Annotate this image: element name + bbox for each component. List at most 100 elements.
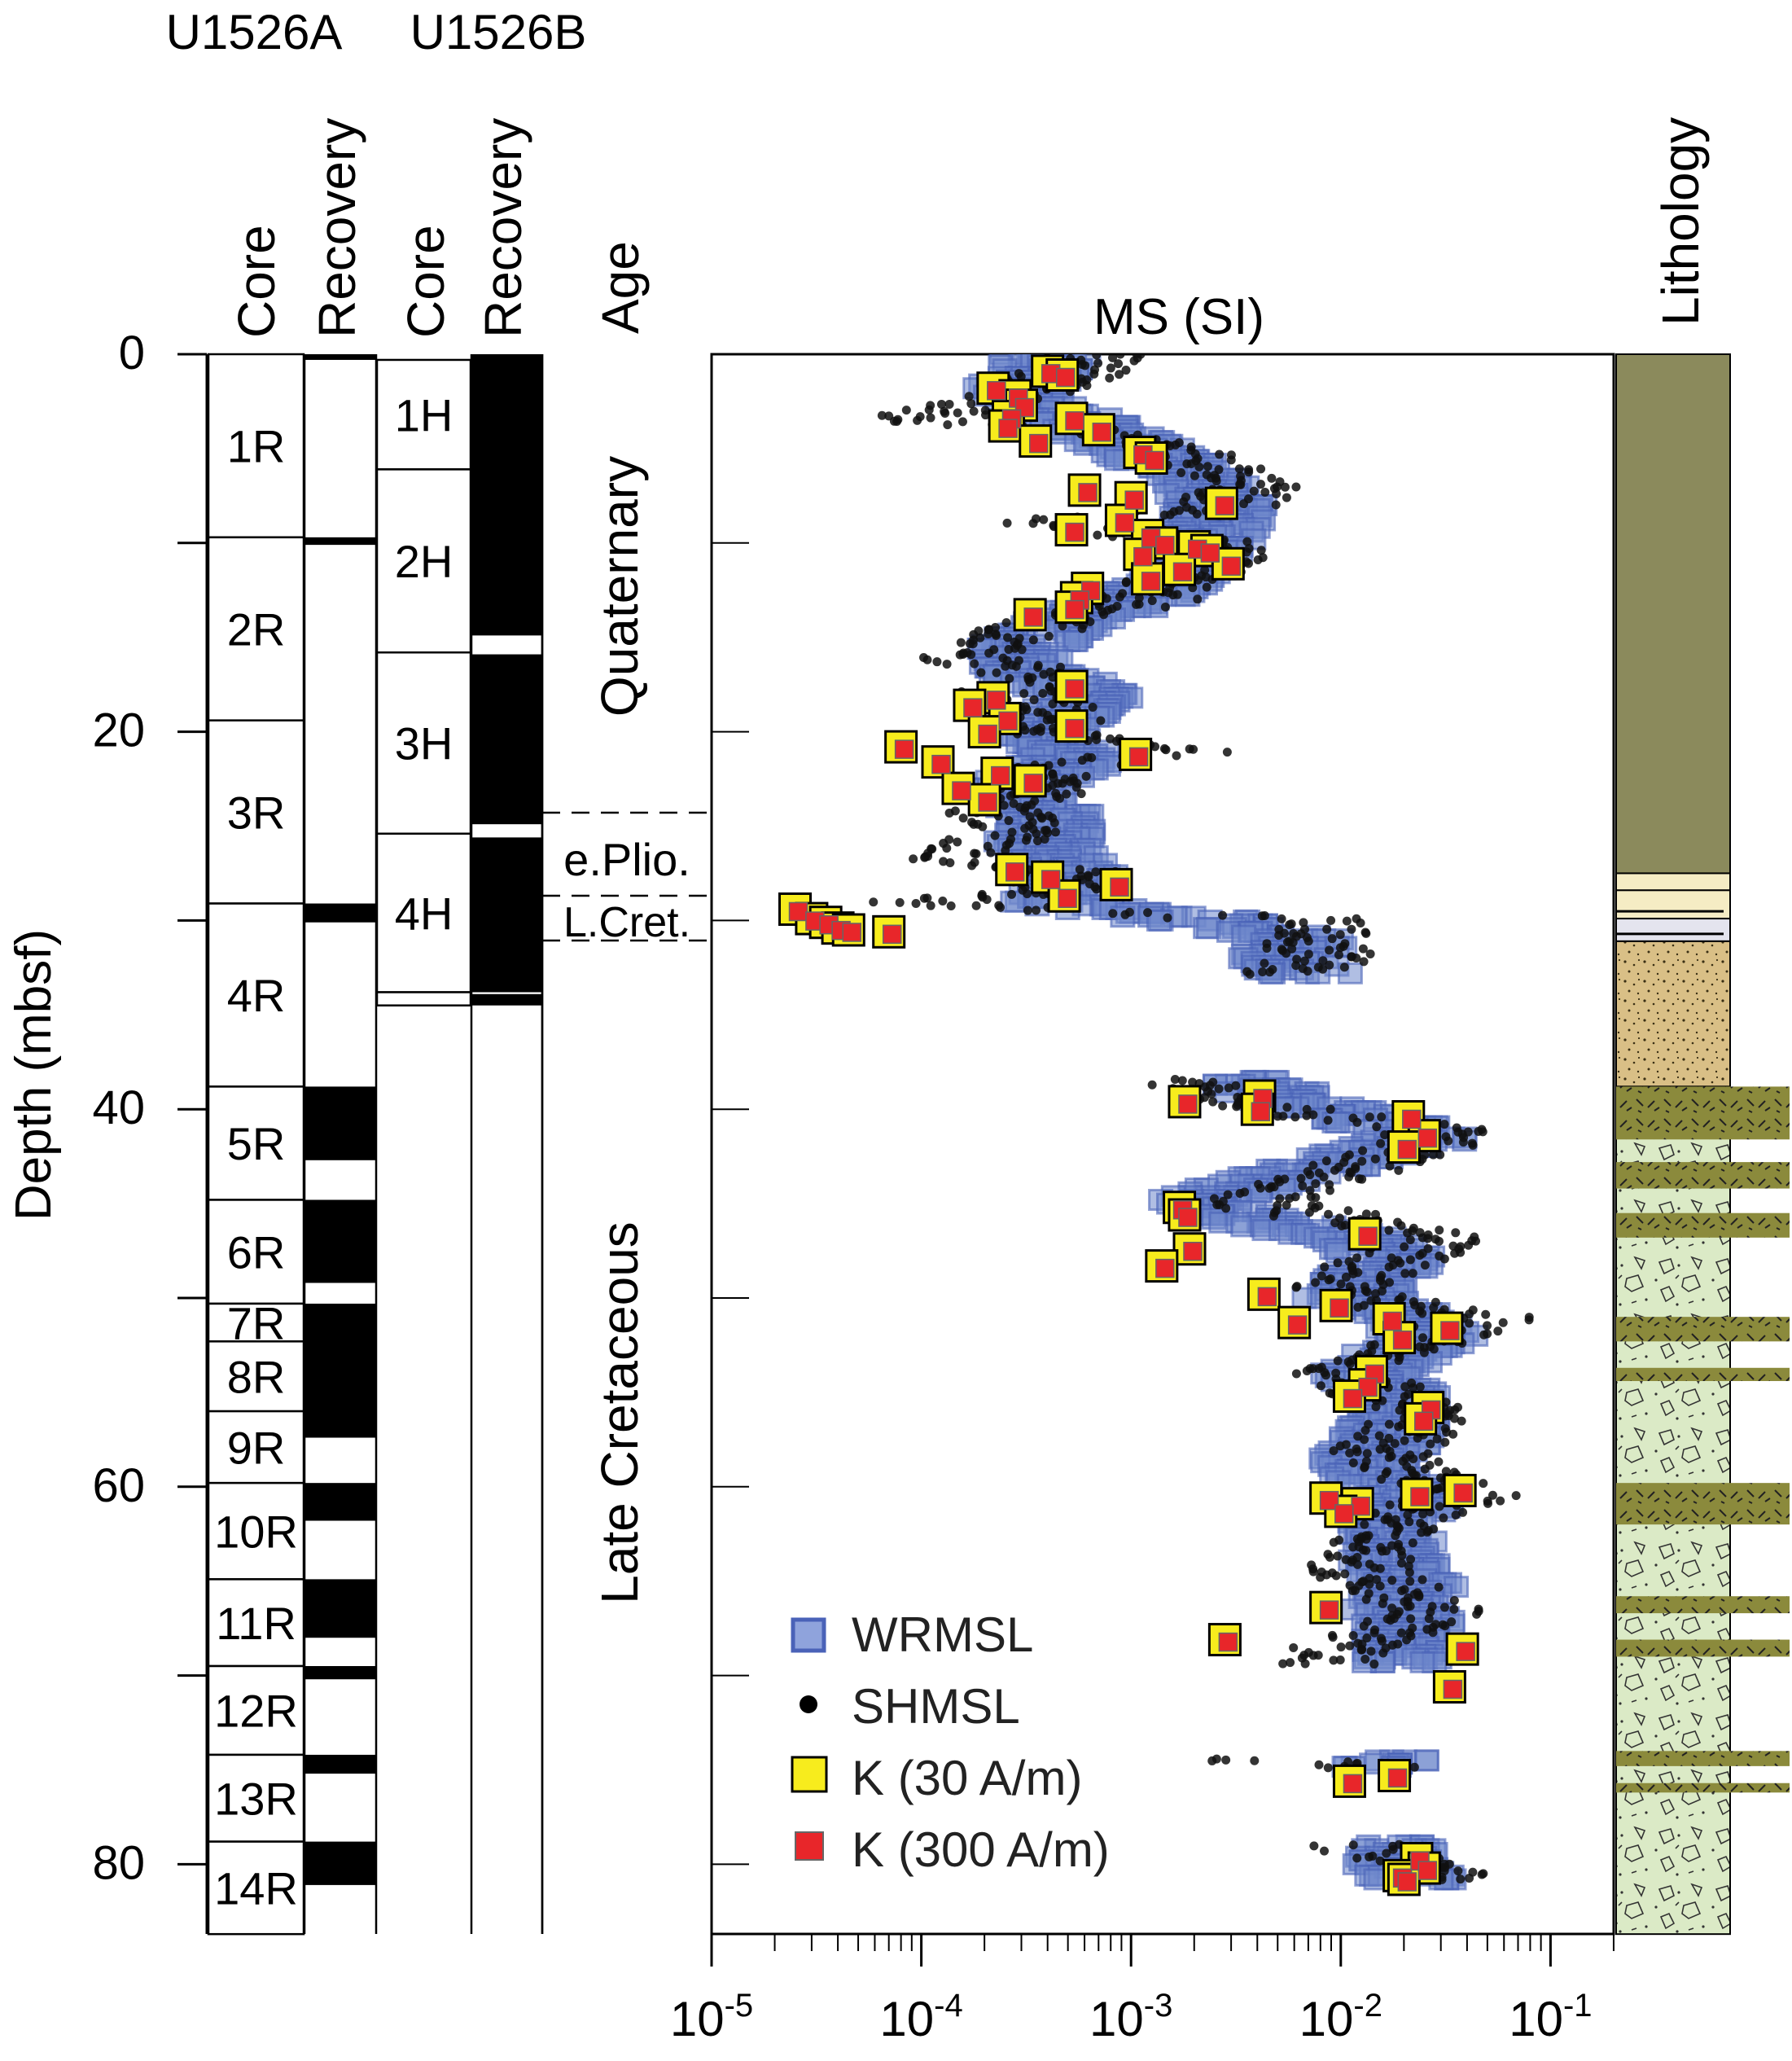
shmsl-point xyxy=(971,849,981,858)
shmsl-point xyxy=(1376,1138,1386,1148)
shmsl-point xyxy=(1369,1660,1379,1669)
shmsl-point xyxy=(1357,1156,1367,1166)
shmsl-point xyxy=(1347,924,1356,934)
shmsl-point xyxy=(1405,1601,1415,1611)
k300-point xyxy=(882,924,902,945)
shmsl-point xyxy=(1330,1165,1339,1175)
shmsl-point xyxy=(1357,1645,1367,1655)
shmsl-point xyxy=(1319,1173,1329,1182)
shmsl-point xyxy=(1302,932,1312,942)
shmsl-point xyxy=(1400,1242,1409,1252)
shmsl-point xyxy=(1341,1272,1351,1282)
shmsl-point xyxy=(1405,1235,1415,1245)
shmsl-point xyxy=(1330,1218,1340,1228)
shmsl-point xyxy=(1415,1382,1425,1392)
shmsl-point xyxy=(1023,906,1032,915)
shmsl-point xyxy=(1409,1383,1418,1392)
shmsl-point xyxy=(1115,354,1125,359)
shmsl-point xyxy=(943,420,953,430)
shmsl-point xyxy=(1371,1289,1381,1299)
shmsl-point xyxy=(1342,916,1352,926)
shmsl-point xyxy=(1305,1170,1315,1180)
shmsl-point xyxy=(1340,1221,1350,1230)
shmsl-point xyxy=(1076,789,1086,799)
shmsl-point xyxy=(1403,1510,1413,1519)
shmsl-point xyxy=(1029,695,1039,704)
shmsl-point xyxy=(1147,1080,1157,1090)
shmsl-point xyxy=(1093,530,1102,540)
shmsl-point xyxy=(955,650,965,660)
core-a-header: Core xyxy=(227,225,286,338)
shmsl-point xyxy=(1385,1500,1395,1510)
shmsl-point xyxy=(1075,865,1084,875)
shmsl-point xyxy=(1365,1852,1374,1861)
shmsl-point xyxy=(1451,1228,1461,1238)
shmsl-point xyxy=(1405,1576,1415,1586)
shmsl-point xyxy=(1212,1199,1222,1209)
shmsl-point xyxy=(1396,1221,1406,1230)
core-box xyxy=(207,1753,305,1843)
shmsl-point xyxy=(1483,1321,1492,1331)
shmsl-point xyxy=(926,901,935,910)
shmsl-point xyxy=(942,844,952,853)
k300-point xyxy=(1257,1287,1277,1307)
lithology-olive-band xyxy=(1616,1751,1790,1766)
shmsl-point xyxy=(1384,1262,1394,1272)
shmsl-point xyxy=(1439,1254,1449,1264)
lithology-olive-band xyxy=(1616,1317,1790,1342)
shmsl-point xyxy=(1077,756,1087,765)
depth-tick-label: 20 xyxy=(92,704,145,757)
shmsl-point xyxy=(1360,1654,1370,1664)
k300-point xyxy=(1443,1679,1463,1699)
k300-point xyxy=(1178,1208,1198,1227)
k300-point xyxy=(1330,1298,1349,1318)
shmsl-point xyxy=(1291,482,1301,492)
k300-point xyxy=(894,739,914,759)
ms-title: MS (SI) xyxy=(1093,289,1264,345)
shmsl-point xyxy=(1449,1414,1459,1423)
k300-point xyxy=(1092,422,1112,442)
shmsl-point xyxy=(1007,827,1017,837)
shmsl-point xyxy=(1077,360,1087,370)
k300-point xyxy=(998,711,1018,731)
shmsl-point xyxy=(1062,789,1071,799)
shmsl-point xyxy=(1207,1756,1217,1765)
shmsl-point xyxy=(1434,1457,1444,1467)
shmsl-point xyxy=(1479,1479,1488,1489)
shmsl-point xyxy=(922,655,932,664)
legend-marker-k300 xyxy=(795,1831,824,1861)
ms-axis-ticks: 10-5 10-4 10-3 10-2 10-1 xyxy=(670,1934,1615,2046)
shmsl-point xyxy=(1267,473,1277,483)
shmsl-point xyxy=(1472,1609,1482,1619)
k300-point xyxy=(1172,562,1193,582)
shmsl-point xyxy=(1397,1291,1407,1301)
shmsl-point xyxy=(1340,1569,1350,1579)
shmsl-point xyxy=(1132,599,1141,609)
shmsl-point xyxy=(1306,1192,1316,1202)
shmsl-point xyxy=(1055,794,1065,804)
shmsl-point xyxy=(976,668,986,677)
shmsl-point xyxy=(1327,1630,1337,1640)
k300-point xyxy=(1392,1330,1413,1350)
k300-point xyxy=(1078,483,1098,502)
shmsl-point xyxy=(1255,1183,1265,1193)
shmsl-point xyxy=(1231,1081,1241,1090)
k300-point xyxy=(1287,1315,1308,1335)
shmsl-point xyxy=(1291,961,1301,971)
shmsl-point xyxy=(1244,467,1254,477)
shmsl-point xyxy=(1428,1628,1438,1638)
shmsl-point xyxy=(1311,1278,1321,1287)
shmsl-point xyxy=(969,406,979,416)
ms-tick-label: 10-2 xyxy=(1299,1988,1382,2046)
shmsl-point xyxy=(1285,1194,1295,1204)
shmsl-point xyxy=(1345,1641,1355,1651)
shmsl-point xyxy=(1222,748,1232,757)
shmsl-point xyxy=(1226,455,1236,465)
shmsl-point xyxy=(1371,1402,1381,1412)
shmsl-point xyxy=(1382,1848,1391,1858)
shmsl-point xyxy=(996,902,1006,912)
recovery-interval xyxy=(471,354,542,636)
shmsl-point xyxy=(1317,1271,1326,1281)
shmsl-point xyxy=(1336,1279,1346,1289)
shmsl-point xyxy=(1019,806,1029,816)
